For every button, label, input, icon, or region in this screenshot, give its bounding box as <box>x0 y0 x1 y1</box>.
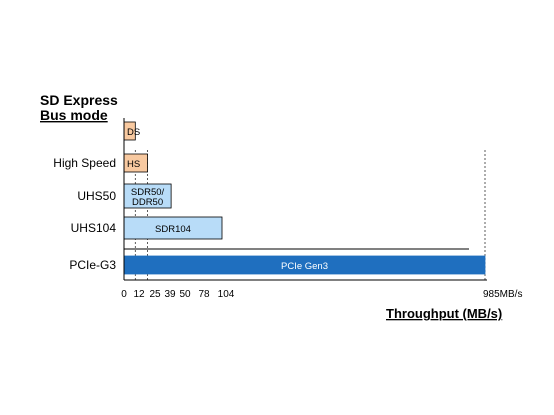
x-axis-title: Throughput (MB/s) <box>386 306 502 321</box>
x-tick-label-4: 50 <box>179 289 191 300</box>
category-labels: High Speed UHS50 UHS104 PCIe-G3 <box>53 156 116 272</box>
bar-2 <box>123 183 172 209</box>
x-tick-label-7: 985MB/s <box>483 289 522 300</box>
x-tick-label-1: 12 <box>133 289 145 300</box>
x-tick-label-6: 104 <box>218 289 235 300</box>
bars-group: DS HS SDR50/DDR50 SDR104 PCIe Gen3 <box>123 121 486 275</box>
chart-title-line-1: SD Express <box>40 92 118 108</box>
bar-label-2-0: SDR50/ <box>131 187 165 198</box>
x-tick-labels: 0 12 25 39 50 78 104 985MB/s <box>121 289 522 300</box>
x-tick-label-0: 0 <box>121 289 127 300</box>
bar-label-3-0: SDR104 <box>155 224 191 235</box>
category-label-4: PCIe-G3 <box>69 258 116 272</box>
x-tick-label-5: 78 <box>198 289 210 300</box>
bar-label-0-0: DS <box>127 127 140 138</box>
bar-label-4-0: PCIe Gen3 <box>281 261 328 272</box>
bar-label-2-1: DDR50 <box>132 197 163 208</box>
category-label-2: UHS50 <box>77 189 116 203</box>
x-tick-label-3: 39 <box>164 289 176 300</box>
bar-label-1-0: HS <box>127 159 140 170</box>
category-label-3: UHS104 <box>71 221 117 235</box>
x-tick-label-2: 25 <box>149 289 161 300</box>
category-label-1: High Speed <box>53 156 116 170</box>
chart-title-line-2: Bus mode <box>40 107 108 123</box>
